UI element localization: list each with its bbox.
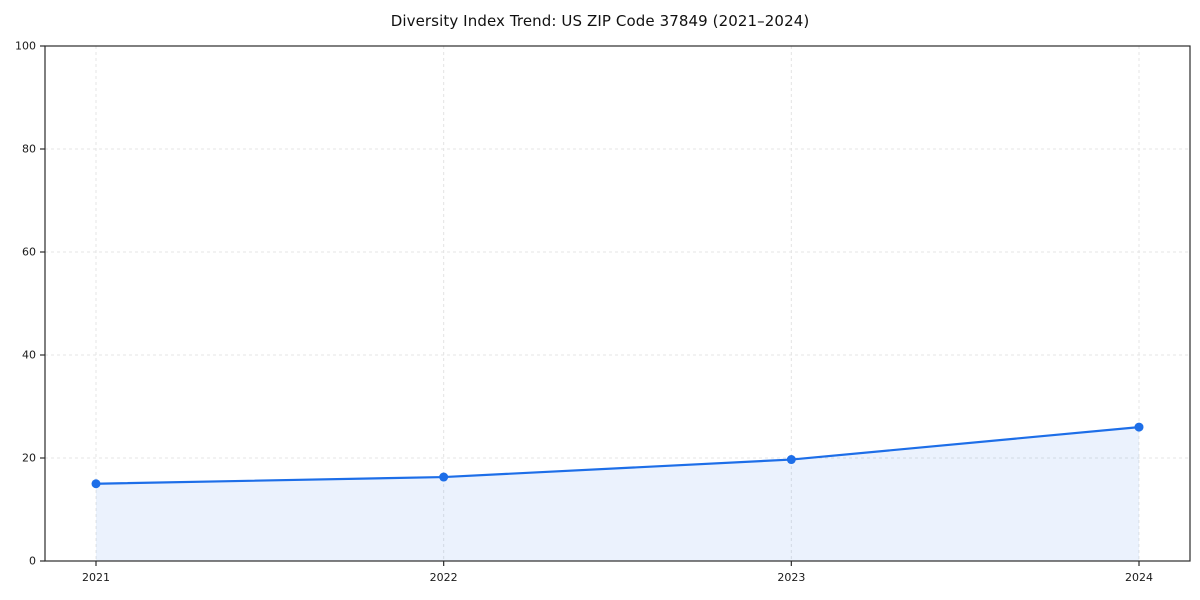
chart-title: Diversity Index Trend: US ZIP Code 37849… <box>390 12 810 30</box>
data-point <box>91 479 101 489</box>
x-tick-label: 2022 <box>430 571 458 584</box>
data-point <box>786 455 796 465</box>
y-tick-label: 0 <box>29 555 36 568</box>
x-tick-label: 2023 <box>777 571 805 584</box>
trend-line <box>94 426 1141 485</box>
plot-border <box>44 45 1191 562</box>
y-tick-label: 100 <box>15 40 36 53</box>
y-tick-label: 60 <box>22 246 36 259</box>
x-tick-label: 2024 <box>1125 571 1153 584</box>
y-tick-label: 80 <box>22 143 36 156</box>
y-tick-label: 20 <box>22 452 36 465</box>
data-point <box>439 472 449 482</box>
area-fill <box>96 427 1139 561</box>
x-tick-label: 2021 <box>82 571 110 584</box>
y-tick-label: 40 <box>22 349 36 362</box>
data-point <box>1134 422 1144 432</box>
